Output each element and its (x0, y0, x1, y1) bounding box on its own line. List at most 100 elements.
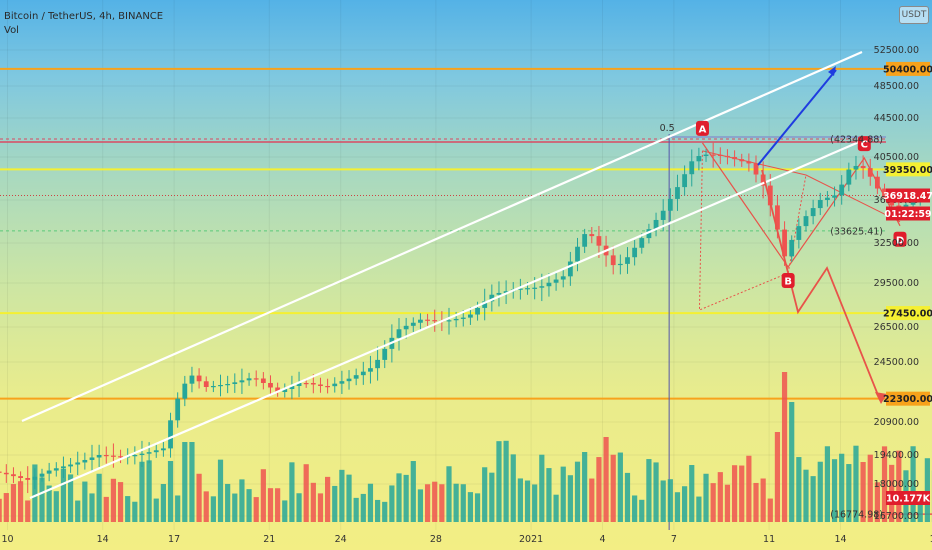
volume-bar (682, 486, 688, 522)
candle (839, 184, 845, 196)
candle (775, 205, 780, 230)
candle (68, 464, 73, 467)
candle (882, 188, 887, 198)
candle (303, 383, 309, 385)
time-tick-label: 18 (930, 534, 932, 545)
candle (396, 329, 402, 338)
candle (639, 238, 645, 248)
candle (553, 279, 559, 283)
volume-bar (289, 462, 295, 522)
volume-bar (203, 491, 209, 522)
volume-bar (17, 481, 24, 522)
bullish-arrow-head (828, 66, 836, 76)
volume-bar (717, 472, 723, 522)
volume-bar (910, 446, 916, 522)
candle (746, 161, 752, 164)
volume-bar (139, 461, 145, 522)
candle (810, 208, 816, 217)
volume-bar (332, 485, 338, 522)
current-price-tag (886, 188, 930, 203)
candle (432, 320, 438, 322)
candle (425, 319, 430, 321)
volume-bar (660, 480, 666, 522)
candle (782, 229, 787, 257)
volume-bar (789, 402, 795, 522)
candle (517, 288, 523, 290)
level-note-6: (16774.98) (830, 510, 883, 521)
volume-bar (82, 481, 88, 522)
candle (246, 378, 252, 381)
time-tick-label: 14 (97, 534, 109, 545)
level-tag-2 (886, 162, 930, 177)
volume-bar (653, 462, 659, 522)
pattern-point-label-d: D (896, 235, 904, 246)
candle (253, 378, 259, 380)
volume-bar (146, 460, 152, 522)
time-tick-label: 28 (430, 534, 442, 545)
candle (767, 185, 773, 206)
candle (46, 470, 52, 474)
candle (703, 154, 709, 157)
volume-bar (610, 454, 616, 522)
pattern-point-b (781, 273, 795, 288)
volume-bar (253, 497, 259, 522)
volume-value-tag (886, 491, 930, 505)
candle (453, 318, 459, 321)
volume-bar (917, 492, 923, 522)
volume-bar (667, 479, 673, 522)
volume-bar (639, 499, 645, 522)
volume-bar (267, 488, 274, 522)
volume-bar (403, 474, 409, 522)
currency-button[interactable]: USDT (899, 6, 929, 24)
candle (418, 319, 423, 323)
candle (825, 197, 830, 200)
time-tick-label: 21 (263, 534, 275, 545)
volume-bar (360, 493, 366, 522)
candle (282, 389, 288, 392)
volume-bar (225, 483, 231, 522)
volume-bar (0, 498, 2, 522)
volume-bar (89, 493, 95, 522)
candle (760, 174, 766, 186)
volume-bar (489, 472, 495, 522)
chart-title: Bitcoin / TetherUS, 4h, BINANCE (4, 11, 164, 22)
candle (239, 380, 245, 383)
candle (689, 161, 695, 175)
candle (525, 288, 530, 290)
volume-bar (196, 473, 202, 522)
candle (0, 471, 2, 473)
candle (710, 154, 716, 156)
candle (132, 455, 138, 457)
current-price-tag-label: 36918.47 (883, 191, 932, 202)
candle (567, 261, 573, 277)
volume-bar (153, 498, 159, 522)
volume-bar (703, 473, 709, 522)
candle (160, 448, 166, 451)
volume-bar (325, 476, 331, 522)
time-tick-label: 17 (168, 534, 180, 545)
volume-bar (46, 485, 52, 522)
volume-bar (374, 499, 381, 522)
candle (11, 474, 16, 477)
triangle-lower-line (787, 174, 807, 274)
volume-bar (310, 482, 316, 522)
volume-bar (67, 474, 74, 522)
pattern-point-c (857, 136, 871, 152)
volume-bar (317, 493, 324, 522)
volume-bar (353, 497, 359, 522)
volume-bar (160, 484, 166, 522)
candle (339, 381, 345, 384)
candle (332, 383, 338, 387)
candle (325, 386, 331, 388)
time-tick-label: 7 (671, 534, 677, 545)
candle (61, 466, 66, 469)
time-tick-label: 11 (763, 534, 775, 545)
candle (853, 165, 859, 170)
candle (82, 459, 88, 463)
volume-bar (303, 464, 309, 522)
candle (632, 247, 638, 258)
volume-bar (389, 485, 395, 522)
volume-bar (167, 460, 174, 522)
time-tick-label: 4 (599, 534, 605, 545)
